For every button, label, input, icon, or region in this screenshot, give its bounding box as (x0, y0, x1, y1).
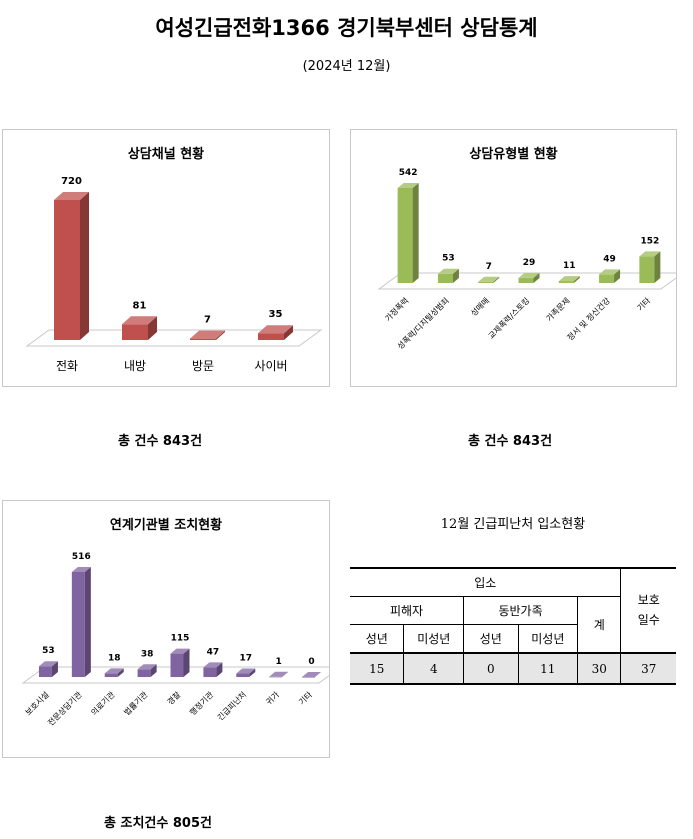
referral-total: 총 조치건수 805건 (104, 816, 212, 831)
bar-경찰 (170, 648, 190, 677)
bar-가족문제 (558, 276, 580, 283)
category-label-전문상담기관: 전문상담기관 (45, 689, 84, 728)
value-label-사이버: 35 (269, 309, 283, 320)
value-label-의료기관: 18 (108, 653, 121, 663)
category-label-가정폭력: 가정폭력 (383, 295, 411, 323)
chart-title: 상담유형별 현황 (469, 146, 557, 162)
value-label-경찰: 115 (171, 634, 190, 644)
header-companion-adult: 성년 (463, 624, 519, 654)
value-label-법률기관: 38 (141, 649, 154, 659)
bar-보호시설 (38, 661, 58, 677)
bar-정서-및-정신건강 (599, 269, 621, 283)
value-label-귀가: 1 (276, 657, 282, 667)
type-total: 총 건수 843건 (468, 434, 553, 449)
value-label-정서-및-정신건강: 49 (603, 254, 616, 264)
bar-행정기관 (203, 662, 223, 677)
bar-전문상담기관 (71, 567, 91, 677)
value-label-성폭력-디지털성범죄: 53 (442, 254, 455, 264)
chart-floor (25, 329, 323, 347)
category-label-정서-및-정신건강: 정서 및 정신건강 (565, 295, 613, 343)
bar-성폭력-디지털성범죄 (437, 268, 459, 283)
category-label-행정기관: 행정기관 (187, 689, 215, 717)
header-companion-minor: 미성년 (517, 624, 578, 654)
value-victim-minor: 4 (403, 652, 465, 685)
bar-전화 (54, 192, 89, 340)
category-label-긴급피난처: 긴급피난처 (215, 689, 248, 722)
category-label-성매매: 성매매 (469, 296, 491, 318)
channel-total: 총 건수 843건 (118, 434, 203, 449)
category-label-방문: 방문 (192, 359, 214, 373)
bar-방문 (190, 330, 225, 340)
value-companion-minor: 11 (517, 652, 579, 685)
header-victim-minor: 미성년 (403, 624, 465, 654)
value-protection-days: 37 (620, 652, 676, 685)
category-label-귀가: 귀가 (264, 689, 282, 707)
value-victim-adult: 15 (350, 652, 405, 685)
category-label-가족문제: 가족문제 (545, 296, 572, 323)
page-subtitle: (2024년 12월) (302, 59, 391, 74)
value-label-가정폭력: 542 (399, 168, 418, 178)
bar-법률기관 (137, 664, 157, 677)
bar-가정폭력 (397, 183, 419, 283)
category-label-내방: 내방 (124, 359, 146, 373)
bar-기타 (639, 251, 661, 283)
value-companion-adult: 0 (463, 652, 519, 685)
intake-title: 12월 긴급피난처 입소현황 (440, 517, 586, 532)
bar-교제폭력-스토킹 (518, 272, 540, 283)
channel-chart-svg: 상담채널 현황 720 전화 81 내방 7 방문 35 사이버 (25, 146, 323, 373)
bar-성매매 (478, 276, 500, 283)
bar-사이버 (258, 325, 293, 340)
category-label-보호시설: 보호시설 (23, 689, 51, 717)
category-label-경찰: 경찰 (165, 689, 183, 707)
header-victim-adult: 성년 (350, 624, 405, 654)
type-chart: 상담유형별 현황 542 가정폭력 53 성폭력/디지털성범죄 7 성매매 29 교제폭력/스토… (350, 129, 677, 387)
referral-chart-svg: 연계기관별 조치현황 53 보호시설 516 전문상담기관 18 의료기관 38 법률기관 115… (21, 517, 329, 728)
chart-title: 상담채널 현황 (128, 146, 204, 162)
value-label-가족문제: 11 (563, 261, 576, 271)
bar-내방 (122, 316, 157, 340)
category-label-사이버: 사이버 (254, 359, 287, 373)
intake-table: 입소 보호 일수 피해자 동반가족 계 성년 미성년 성년 미성년 15 4 0… (350, 567, 676, 685)
header-protection-days: 보호 일수 (620, 567, 676, 654)
chart-title: 연계기관별 조치현황 (110, 517, 222, 533)
value-label-긴급피난처: 17 (240, 654, 253, 664)
category-label-법률기관: 법률기관 (122, 689, 150, 717)
header-total: 계 (577, 596, 621, 654)
header-victim: 피해자 (350, 596, 465, 625)
value-label-보호시설: 53 (42, 646, 55, 656)
bar-귀가 (269, 671, 289, 678)
type-chart-svg: 상담유형별 현황542가정폭력53성폭력/디지털성범죄7성매매29교제폭력/스토… (377, 146, 676, 351)
header-companion: 동반가족 (463, 596, 579, 625)
value-label-전화: 720 (61, 176, 82, 187)
value-label-전문상담기관: 516 (72, 552, 91, 562)
value-label-내방: 81 (133, 300, 147, 311)
bar-긴급피난처 (236, 668, 256, 677)
value-label-기타: 152 (640, 236, 659, 246)
category-label-전화: 전화 (56, 359, 78, 373)
referral-chart: 연계기관별 조치현황 53 보호시설 516 전문상담기관 18 의료기관 38 법률기관 115… (2, 500, 330, 758)
header-admission: 입소 (350, 567, 622, 597)
value-label-교제폭력-스토킹: 29 (523, 258, 536, 268)
page-title: 여성긴급전화1366 경기북부센터 상담통계 (155, 16, 538, 40)
category-label-교제폭력-스토킹: 교제폭력/스토킹 (486, 295, 531, 340)
channel-chart: 상담채널 현황 720 전화 81 내방 7 방문 35 사이버 (2, 129, 330, 387)
value-label-행정기관: 47 (207, 647, 220, 657)
bar-기타 (302, 672, 322, 678)
value-label-기타: 0 (308, 657, 314, 667)
value-label-방문: 7 (204, 315, 211, 326)
category-label-기타: 기타 (297, 690, 314, 707)
bar-의료기관 (104, 668, 124, 677)
value-total: 30 (577, 652, 622, 685)
value-label-성매매: 7 (486, 262, 492, 272)
category-label-기타: 기타 (635, 296, 652, 313)
category-label-의료기관: 의료기관 (89, 689, 117, 717)
